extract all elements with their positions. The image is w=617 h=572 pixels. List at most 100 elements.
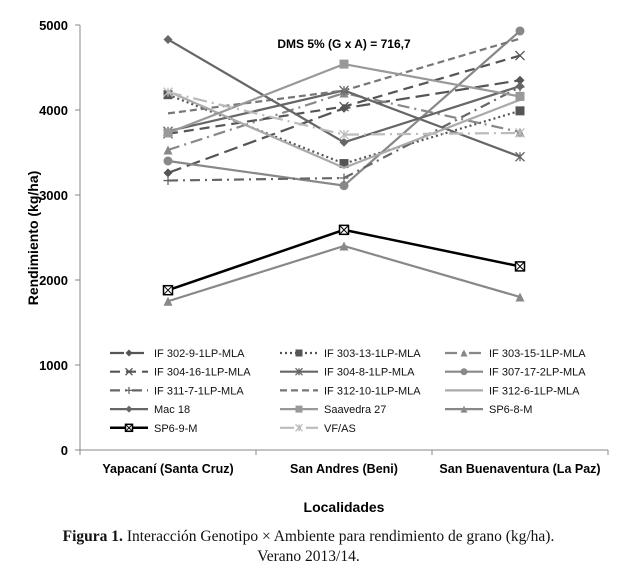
circle-marker (460, 368, 468, 376)
caption-bold: Figura 1. (62, 528, 123, 545)
x-tick-label: Yapacaní (Santa Cruz) (102, 462, 233, 476)
legend-label: Saavedra 27 (324, 404, 386, 416)
legend-item: IF 304-16-1LP-MLA (110, 367, 251, 379)
star-marker (163, 87, 173, 98)
diamond-marker (163, 168, 173, 178)
x-tick-label: San Andres (Beni) (290, 462, 398, 476)
legend-label: IF 304-8-1LP-MLA (324, 367, 415, 379)
circle-marker (515, 26, 525, 36)
series-line (167, 91, 521, 136)
series-sp6-8-m (163, 241, 525, 306)
y-tick-label: 1000 (39, 358, 68, 373)
y-tick-label: 5000 (39, 18, 68, 33)
diamond-marker (163, 34, 173, 44)
diamond-marker (125, 405, 133, 413)
legend-label: SP6-8-M (489, 404, 532, 416)
triangle-marker (339, 241, 349, 251)
legend-label: IF 304-16-1LP-MLA (154, 367, 251, 379)
series-sp6-9-m (162, 224, 526, 296)
star-marker (515, 151, 525, 162)
series-saavedra-27 (163, 59, 525, 138)
legend-label: VF/AS (324, 423, 356, 435)
series-line (167, 90, 521, 169)
legend-item: Mac 18 (110, 404, 190, 416)
legend-label: IF 303-15-1LP-MLA (489, 348, 586, 360)
plus-marker (163, 176, 173, 186)
y-tick-label: 0 (61, 443, 68, 458)
square-marker (295, 349, 303, 357)
series-line (167, 89, 521, 158)
square-marker (515, 106, 525, 116)
caption-line-2: Verano 2013/14. (257, 548, 360, 565)
x-marker (125, 367, 133, 376)
diamond-marker (339, 137, 349, 147)
caption-text: Interacción Genotipo × Ambiente para ren… (122, 528, 555, 545)
triangle-marker (460, 405, 468, 413)
xsquare-cross (163, 285, 173, 296)
legend-item: Saavedra 27 (280, 404, 386, 416)
star-marker (295, 423, 303, 432)
plus-marker (339, 173, 349, 183)
line-chart: DMS 5% (G x A) = 716,7 Rendimiento (kg/h… (25, 18, 609, 515)
diamond-marker (515, 81, 525, 91)
series-mac-18 (163, 34, 525, 147)
square-marker (163, 128, 173, 138)
series-line (167, 91, 521, 151)
circle-marker (163, 156, 173, 166)
legend-label: IF 307-17-2LP-MLA (489, 367, 586, 379)
legend-label: IF 303-13-1LP-MLA (324, 348, 421, 360)
x-axis-label: Localidades (304, 499, 385, 515)
triangle-marker (163, 145, 173, 155)
series-if-307-17-2lp-mla (163, 26, 525, 191)
diamond-marker (515, 75, 525, 85)
series-if-302-9-1lp-mla (163, 75, 525, 178)
series-vf-as (163, 87, 525, 140)
legend-item: VF/AS (280, 423, 356, 435)
square-marker (295, 405, 303, 413)
annotation: DMS 5% (G x A) = 716,7 (277, 37, 411, 51)
y-tick-label: 4000 (39, 103, 68, 118)
series-line (167, 62, 521, 134)
diamond-marker (125, 349, 133, 357)
legend-label: Mac 18 (154, 404, 190, 416)
star-marker (295, 367, 303, 376)
y-axis-label: Rendimiento (kg/ha) (25, 171, 41, 306)
legend-label: SP6-9-M (154, 423, 197, 435)
square-marker (339, 59, 349, 69)
square-marker (339, 159, 349, 169)
circle-marker (339, 181, 349, 191)
triangle-marker (460, 349, 468, 357)
legend-label: IF 312-10-1LP-MLA (324, 385, 421, 397)
star-marker (515, 127, 525, 138)
legend-item: SP6-8-M (445, 404, 532, 416)
legend-item: IF 303-13-1LP-MLA (280, 348, 421, 360)
y-tick-label: 3000 (39, 188, 68, 203)
triangle-marker (163, 296, 173, 306)
xsquare-cross (515, 261, 525, 272)
plus-marker (125, 386, 133, 394)
caption-line-1: Figura 1. Interacción Genotipo × Ambient… (0, 528, 617, 546)
legend-label: IF 312-6-1LP-MLA (489, 385, 580, 397)
legend-label: IF 311-7-1LP-MLA (154, 385, 244, 397)
legend-item: IF 307-17-2LP-MLA (445, 367, 586, 379)
legend-label: IF 302-9-1LP-MLA (154, 348, 245, 360)
legend-item: IF 311-7-1LP-MLA (110, 385, 244, 397)
x-marker (339, 101, 349, 112)
y-tick-label: 2000 (39, 273, 68, 288)
legend-item: IF 302-9-1LP-MLA (110, 348, 245, 360)
series-line (167, 93, 521, 165)
legend-item: SP6-9-M (110, 423, 197, 435)
xsquare-cross (125, 423, 133, 432)
x-marker (515, 50, 525, 61)
series-if-312-6-1lp-mla (167, 90, 521, 169)
triangle-marker (515, 292, 525, 302)
star-marker (339, 129, 349, 140)
xsquare-cross (339, 224, 349, 235)
legend-item: IF 312-6-1LP-MLA (445, 385, 580, 397)
square-marker (515, 91, 525, 101)
x-tick-label: San Buenaventura (La Paz) (439, 462, 600, 476)
legend-item: IF 303-15-1LP-MLA (445, 348, 586, 360)
legend-item: IF 312-10-1LP-MLA (280, 385, 421, 397)
legend-item: IF 304-8-1LP-MLA (280, 367, 415, 379)
